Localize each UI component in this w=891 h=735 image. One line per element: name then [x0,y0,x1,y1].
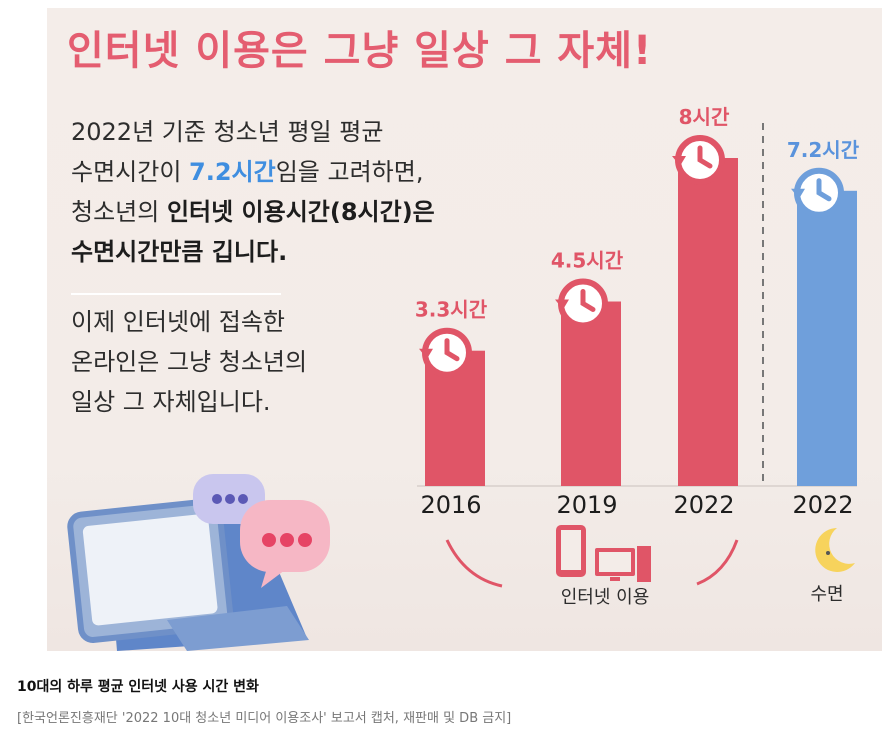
intro-line-3: 청소년의 인터넷 이용시간(8시간)은 [71,192,435,232]
x-tick-label-3: 2022 [792,491,853,519]
internet-group-label: 인터넷 이용 [561,587,650,608]
clock-icon [555,278,608,329]
clock-icon [419,327,472,378]
intro-line-2-tail: 임을 고려하면, [275,158,424,186]
figure-source: [한국언론진흥재단 '2022 10대 청소년 미디어 이용조사' 보고서 캡처… [17,711,512,726]
poster-title: 인터넷 이용은 그냥 일상 그 자체! [67,28,653,74]
computer-icon [595,546,651,582]
infographic-poster: 인터넷 이용은 그냥 일상 그 자체! 2022년 기준 청소년 평일 평균 수… [47,8,882,651]
bar-3 [797,190,857,487]
data-label-1: 4.5시간 [551,249,624,273]
conclusion-line-1: 이제 인터넷에 접속한 [71,308,285,336]
intro-paragraph: 2022년 기준 청소년 평일 평균 수면시간이 7.2시간임을 고려하면, 청… [71,112,435,272]
intro-line-4: 수면시간만큼 깁니다. [71,238,288,266]
conclusion-line-2: 온라인은 그냥 청소년의 [71,348,308,376]
group-bracket-right [696,539,739,586]
sleep-group-label: 수면 [810,584,843,605]
data-label-2: 8시간 [679,105,730,129]
conclusion-paragraph: 이제 인터넷에 접속한 온라인은 그냥 청소년의 일상 그 자체입니다. [71,302,307,422]
bar-2 [678,158,738,486]
phone-icon [556,525,586,577]
intro-line-2: 수면시간이 7.2시간임을 고려하면, [71,152,435,192]
chat-bubble-icon [240,500,330,588]
x-tick-label-1: 2019 [556,491,617,519]
data-label-0: 3.3시간 [415,298,488,322]
intro-line-1: 2022년 기준 청소년 평일 평균 [71,118,384,146]
sleep-hours-highlight: 7.2시간 [189,158,276,186]
moon-icon [815,528,855,572]
clock-icon [672,135,725,185]
x-tick-label-0: 2016 [420,491,481,519]
bar-chart: 3.3시간 2016 4.5시간 2019 8시간 2022 7.2시간 2022 인터넷 이… [67,105,860,651]
paragraph-divider [71,293,281,295]
clock-icon [791,167,844,218]
intro-line-3-text: 청소년의 [71,198,167,226]
bar-1 [561,301,621,486]
intro-line-2-text: 수면시간이 [71,158,190,186]
internet-hours-emphasis: 인터넷 이용시간(8시간)은 [166,198,435,226]
x-tick-label-2: 2022 [673,491,734,519]
data-label-3: 7.2시간 [787,138,860,162]
conclusion-line-3: 일상 그 자체입니다. [71,388,271,416]
group-bracket-left [445,539,503,588]
figure-caption: 10대의 하루 평균 인터넷 사용 시간 변화 [17,679,259,695]
laptop-illustration [67,498,309,651]
